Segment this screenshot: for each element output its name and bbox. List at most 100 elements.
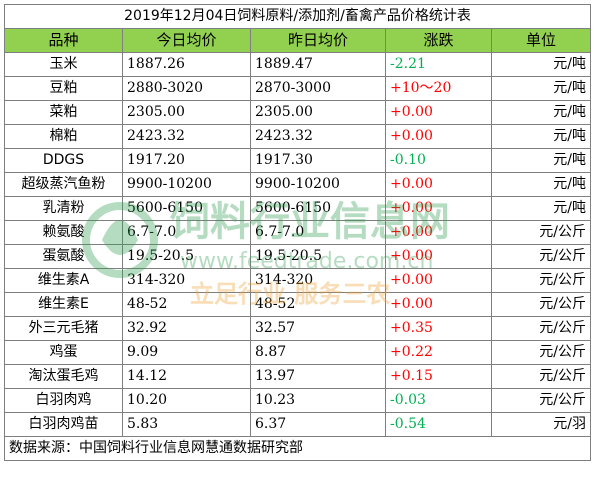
table-body: 玉米 1887.26 1889.47 -2.21 元/吨 豆粕 2880-3020 2870-… [4, 52, 591, 437]
change-cell: +0.00 [385, 292, 492, 317]
change-cell: +0.35 [385, 316, 492, 341]
table-row: 维生素E 48-52 48-52 +0.00 元/公斤 [4, 292, 591, 317]
item-name-cell: 维生素E [4, 292, 123, 317]
unit-cell: 元/公斤 [491, 316, 591, 341]
item-name-cell: 赖氨酸 [4, 220, 123, 245]
today-price-cell: 1917.20 [122, 148, 251, 173]
data-source-note: 数据来源：中国饲料行业信息网慧通数据研究部 [4, 436, 591, 461]
today-price-cell: 32.92 [122, 316, 251, 341]
today-price-cell: 1887.26 [122, 52, 251, 77]
change-cell: -0.03 [385, 388, 492, 413]
unit-cell: 元/公斤 [491, 292, 591, 317]
item-name-cell: 鸡蛋 [4, 340, 123, 365]
item-name-cell: 蛋氨酸 [4, 244, 123, 269]
header-change: 涨跌 [385, 28, 492, 53]
yesterday-price-cell: 1889.47 [250, 52, 386, 77]
item-name-cell: 棉粕 [4, 124, 123, 149]
unit-cell: 元/公斤 [491, 220, 591, 245]
header-unit: 单位 [491, 28, 591, 53]
change-cell: +0.00 [385, 172, 492, 197]
yesterday-price-cell: 6.37 [250, 412, 386, 437]
table-row: 淘汰蛋毛鸡 14.12 13.97 +0.15 元/公斤 [4, 364, 591, 389]
unit-cell: 元/羽 [491, 412, 591, 437]
table-row: 蛋氨酸 19.5-20.5 19.5-20.5 +0.00 元/公斤 [4, 244, 591, 269]
change-cell: +10～20 [385, 76, 492, 101]
table-row: 白羽肉鸡 10.20 10.23 -0.03 元/公斤 [4, 388, 591, 413]
table-row: 乳清粉 5600-6150 5600-6150 +0.00 元/吨 [4, 196, 591, 221]
today-price-cell: 5.83 [122, 412, 251, 437]
yesterday-price-cell: 1917.30 [250, 148, 386, 173]
item-name-cell: 菜粕 [4, 100, 123, 125]
table-row: 鸡蛋 9.09 8.87 +0.22 元/公斤 [4, 340, 591, 365]
change-cell: +0.00 [385, 220, 492, 245]
footer-row: 数据来源：中国饲料行业信息网慧通数据研究部 [4, 436, 591, 461]
item-name-cell: 淘汰蛋毛鸡 [4, 364, 123, 389]
yesterday-price-cell: 5600-6150 [250, 196, 386, 221]
today-price-cell: 314-320 [122, 268, 251, 293]
header-name: 品种 [4, 28, 123, 53]
item-name-cell: DDGS [4, 148, 123, 173]
yesterday-price-cell: 9900-10200 [250, 172, 386, 197]
table-row: 赖氨酸 6.7-7.0 6.7-7.0 +0.00 元/公斤 [4, 220, 591, 245]
yesterday-price-cell: 8.87 [250, 340, 386, 365]
unit-cell: 元/吨 [491, 76, 591, 101]
yesterday-price-cell: 2305.00 [250, 100, 386, 125]
yesterday-price-cell: 13.97 [250, 364, 386, 389]
yesterday-price-cell: 314-320 [250, 268, 386, 293]
yesterday-price-cell: 19.5-20.5 [250, 244, 386, 269]
unit-cell: 元/公斤 [491, 388, 591, 413]
item-name-cell: 外三元毛猪 [4, 316, 123, 341]
item-name-cell: 乳清粉 [4, 196, 123, 221]
today-price-cell: 9.09 [122, 340, 251, 365]
unit-cell: 元/吨 [491, 196, 591, 221]
item-name-cell: 白羽肉鸡苗 [4, 412, 123, 437]
yesterday-price-cell: 2423.32 [250, 124, 386, 149]
change-cell: -0.10 [385, 148, 492, 173]
header-row: 品种 今日均价 昨日均价 涨跌 单位 [4, 28, 591, 53]
unit-cell: 元/吨 [491, 124, 591, 149]
yesterday-price-cell: 10.23 [250, 388, 386, 413]
today-price-cell: 9900-10200 [122, 172, 251, 197]
price-sheet: 2019年12月04日饲料原料/添加剂/畜禽产品价格统计表 品种 今日均价 昨日… [4, 4, 591, 461]
price-table: 2019年12月04日饲料原料/添加剂/畜禽产品价格统计表 品种 今日均价 昨日… [4, 4, 591, 461]
table-row: 棉粕 2423.32 2423.32 +0.00 元/吨 [4, 124, 591, 149]
item-name-cell: 白羽肉鸡 [4, 388, 123, 413]
unit-cell: 元/公斤 [491, 244, 591, 269]
change-cell: +0.00 [385, 124, 492, 149]
unit-cell: 元/吨 [491, 148, 591, 173]
item-name-cell: 超级蒸汽鱼粉 [4, 172, 123, 197]
yesterday-price-cell: 32.57 [250, 316, 386, 341]
today-price-cell: 19.5-20.5 [122, 244, 251, 269]
today-price-cell: 2423.32 [122, 124, 251, 149]
table-row: 维生素A 314-320 314-320 +0.00 元/公斤 [4, 268, 591, 293]
unit-cell: 元/吨 [491, 100, 591, 125]
unit-cell: 元/公斤 [491, 340, 591, 365]
header-today: 今日均价 [122, 28, 251, 53]
change-cell: +0.22 [385, 340, 492, 365]
table-row: 菜粕 2305.00 2305.00 +0.00 元/吨 [4, 100, 591, 125]
change-cell: -2.21 [385, 52, 492, 77]
yesterday-price-cell: 48-52 [250, 292, 386, 317]
table-row: 超级蒸汽鱼粉 9900-10200 9900-10200 +0.00 元/吨 [4, 172, 591, 197]
table-row: 外三元毛猪 32.92 32.57 +0.35 元/公斤 [4, 316, 591, 341]
today-price-cell: 10.20 [122, 388, 251, 413]
change-cell: +0.00 [385, 100, 492, 125]
unit-cell: 元/公斤 [491, 364, 591, 389]
table-row: 白羽肉鸡苗 5.83 6.37 -0.54 元/羽 [4, 412, 591, 437]
today-price-cell: 48-52 [122, 292, 251, 317]
table-row: 豆粕 2880-3020 2870-3000 +10～20 元/吨 [4, 76, 591, 101]
today-price-cell: 5600-6150 [122, 196, 251, 221]
unit-cell: 元/公斤 [491, 268, 591, 293]
change-cell: +0.00 [385, 268, 492, 293]
today-price-cell: 2880-3020 [122, 76, 251, 101]
today-price-cell: 2305.00 [122, 100, 251, 125]
header-yesterday: 昨日均价 [250, 28, 386, 53]
table-row: 玉米 1887.26 1889.47 -2.21 元/吨 [4, 52, 591, 77]
unit-cell: 元/吨 [491, 52, 591, 77]
item-name-cell: 玉米 [4, 52, 123, 77]
item-name-cell: 豆粕 [4, 76, 123, 101]
today-price-cell: 6.7-7.0 [122, 220, 251, 245]
item-name-cell: 维生素A [4, 268, 123, 293]
unit-cell: 元/吨 [491, 172, 591, 197]
yesterday-price-cell: 2870-3000 [250, 76, 386, 101]
